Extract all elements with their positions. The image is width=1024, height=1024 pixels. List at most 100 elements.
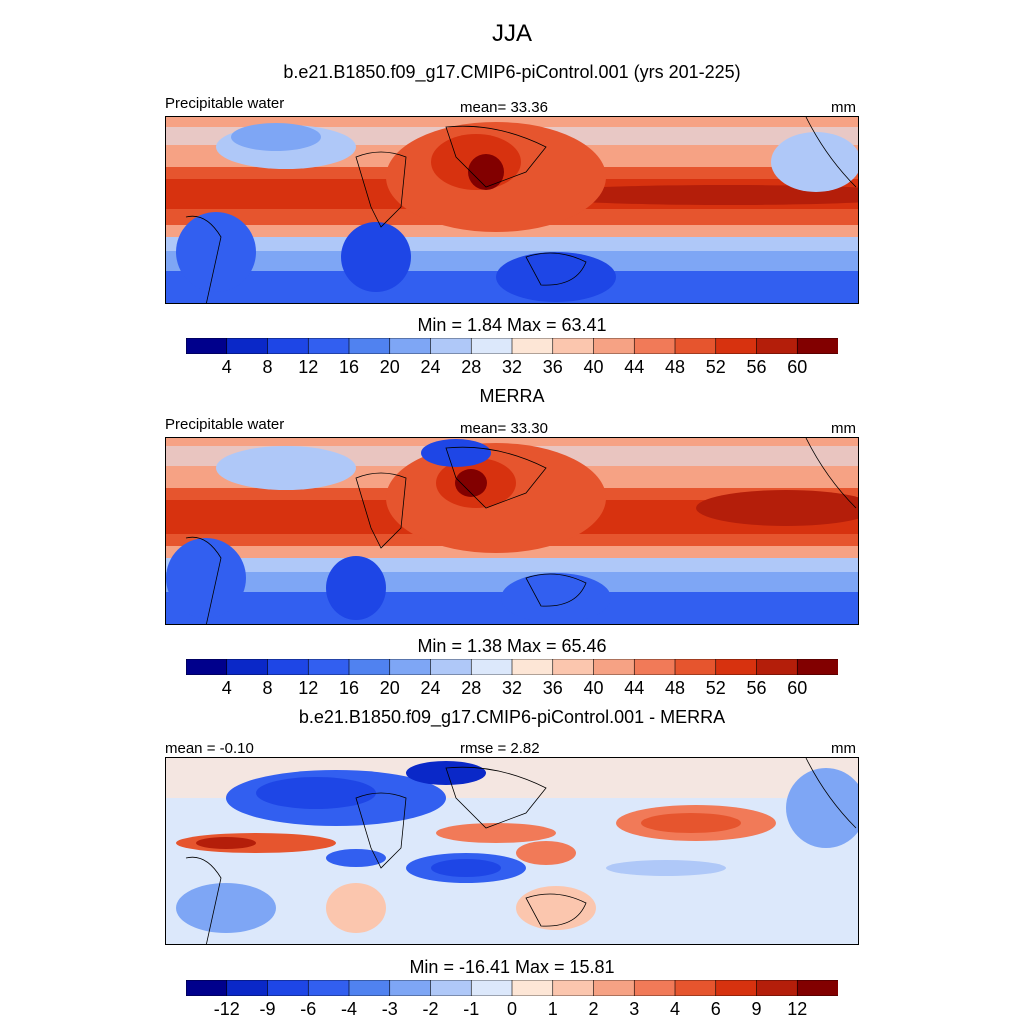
panel1-variable-label: Precipitable water <box>165 95 285 112</box>
colorbar-tick-label: -9 <box>259 999 276 1019</box>
panel2-min-max: Min = 1.38 Max = 65.46 <box>417 636 607 656</box>
panel2-colorbar-ticks: 4 8 12 16 20 24 28 32 36 40 44 48 52 56 60 <box>186 678 838 698</box>
colorbar-swatch <box>511 980 554 996</box>
colorbar-tick-label: 8 <box>262 357 273 377</box>
panel2-mean-label: mean= 33.30 <box>460 420 548 437</box>
colorbar-swatch <box>593 659 635 675</box>
colorbar-swatch <box>552 338 595 354</box>
colorbar-tick-label: -1 <box>463 999 480 1019</box>
colorbar-tick-label: 56 <box>746 678 767 698</box>
colorbar-tick-label: 16 <box>338 357 360 377</box>
colorbar-tick-label: 56 <box>746 357 767 377</box>
colorbar-tick-label: 36 <box>542 678 563 698</box>
colorbar-tick-label: 36 <box>542 357 563 377</box>
colorbar-tick-label: 0 <box>506 999 518 1019</box>
colorbar-tick-label: 52 <box>705 678 726 698</box>
colorbar-tick-label: 16 <box>338 678 360 698</box>
colorbar-swatch <box>470 659 513 675</box>
panel1-colorbar-ticks: 4 8 12 16 20 24 28 32 36 40 44 48 52 56 60 <box>186 357 838 377</box>
colorbar-tick-label: 60 <box>787 678 808 698</box>
panel1-mean-label: mean= 33.36 <box>460 99 548 116</box>
colorbar-tick-label: -6 <box>300 999 317 1019</box>
panel3-colorbar-ticks: -12 -9 -6 -4 -3 -2 -1 0 1 2 3 4 6 9 12 <box>186 999 838 1019</box>
colorbar-swatch <box>796 659 838 675</box>
panel1-units-label: mm <box>831 99 856 116</box>
colorbar-swatch <box>348 980 391 996</box>
panel3-map <box>165 757 859 945</box>
colorbar-tick-label: 2 <box>588 999 599 1019</box>
colorbar-swatch <box>348 659 391 675</box>
colorbar-swatch <box>715 338 758 354</box>
colorbar-tick-label: -2 <box>422 999 439 1019</box>
colorbar-tick-label: 52 <box>705 357 726 377</box>
colorbar-swatch <box>674 980 717 996</box>
panel2-colorbar <box>186 659 838 675</box>
colorbar-swatch <box>511 338 554 354</box>
colorbar-swatch <box>511 659 554 675</box>
panel3-heading: b.e21.B1850.f09_g17.CMIP6-piControl.001 … <box>298 707 726 727</box>
colorbar-swatch <box>430 659 472 675</box>
colorbar-tick-label: 6 <box>710 999 721 1019</box>
colorbar-swatch <box>307 980 350 996</box>
panel1-colorbar <box>186 338 838 354</box>
colorbar-swatch <box>715 659 758 675</box>
panel3-colorbar <box>186 980 838 996</box>
colorbar-tick-label: 4 <box>669 999 681 1019</box>
colorbar-swatch <box>593 980 635 996</box>
colorbar-swatch <box>186 659 228 675</box>
colorbar-tick-label: 44 <box>624 357 645 377</box>
panel3-min-max: Min = -16.41 Max = 15.81 <box>409 957 615 977</box>
colorbar-swatch <box>389 659 432 675</box>
colorbar-swatch <box>674 659 717 675</box>
colorbar-tick-label: 48 <box>664 678 686 698</box>
colorbar-swatch <box>674 338 717 354</box>
colorbar-tick-label: 24 <box>420 357 441 377</box>
colorbar-swatch <box>756 659 798 675</box>
colorbar-tick-label: 4 <box>221 357 232 377</box>
colorbar-swatch <box>430 338 472 354</box>
colorbar-tick-label: 24 <box>420 678 441 698</box>
colorbar-swatch <box>348 338 391 354</box>
colorbar-tick-label: 40 <box>583 357 604 377</box>
colorbar-swatch <box>226 659 269 675</box>
colorbar-tick-label: 20 <box>379 357 400 377</box>
colorbar-swatch <box>389 338 432 354</box>
panel3-mean-label: mean = -0.10 <box>165 740 254 757</box>
colorbar-tick-label: 4 <box>221 678 232 698</box>
colorbar-swatch <box>470 338 513 354</box>
panel2-variable-label: Precipitable water <box>165 416 285 433</box>
panel2-map <box>165 437 859 625</box>
colorbar-swatch <box>389 980 432 996</box>
colorbar-swatch <box>756 980 798 996</box>
panel1-heading: b.e21.B1850.f09_g17.CMIP6-piControl.001 … <box>283 62 741 82</box>
panel1-map <box>165 116 859 304</box>
colorbar-tick-label: -12 <box>213 999 240 1019</box>
colorbar-swatch <box>593 338 635 354</box>
colorbar-tick-label: 8 <box>262 678 273 698</box>
colorbar-tick-label: 12 <box>298 678 319 698</box>
colorbar-swatch <box>796 338 838 354</box>
colorbar-swatch <box>307 659 350 675</box>
colorbar-tick-label: 12 <box>298 357 319 377</box>
panel1-min-max: Min = 1.84 Max = 63.41 <box>417 315 607 335</box>
figure-title: JJA <box>491 20 532 47</box>
colorbar-swatch <box>267 980 309 996</box>
panel2-units-label: mm <box>831 420 856 437</box>
colorbar-swatch <box>756 338 798 354</box>
colorbar-tick-label: 1 <box>547 999 558 1019</box>
colorbar-swatch <box>430 980 472 996</box>
colorbar-swatch <box>633 980 676 996</box>
colorbar-tick-label: 12 <box>787 999 808 1019</box>
colorbar-swatch <box>307 338 350 354</box>
colorbar-tick-label: -3 <box>381 999 398 1019</box>
colorbar-swatch <box>470 980 513 996</box>
colorbar-tick-label: 9 <box>751 999 762 1019</box>
colorbar-tick-label: 28 <box>461 678 482 698</box>
panel3-units-label: mm <box>831 740 856 757</box>
colorbar-tick-label: -4 <box>340 999 358 1019</box>
colorbar-tick-label: 44 <box>624 678 645 698</box>
colorbar-swatch <box>267 338 309 354</box>
panel3-rmse-label: rmse = 2.82 <box>460 740 540 757</box>
colorbar-tick-label: 40 <box>583 678 604 698</box>
colorbar-swatch <box>715 980 758 996</box>
